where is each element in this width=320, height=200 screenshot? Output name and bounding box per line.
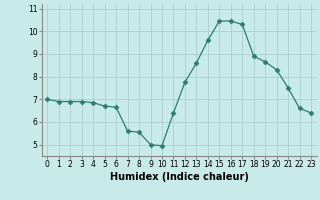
- X-axis label: Humidex (Indice chaleur): Humidex (Indice chaleur): [110, 172, 249, 182]
